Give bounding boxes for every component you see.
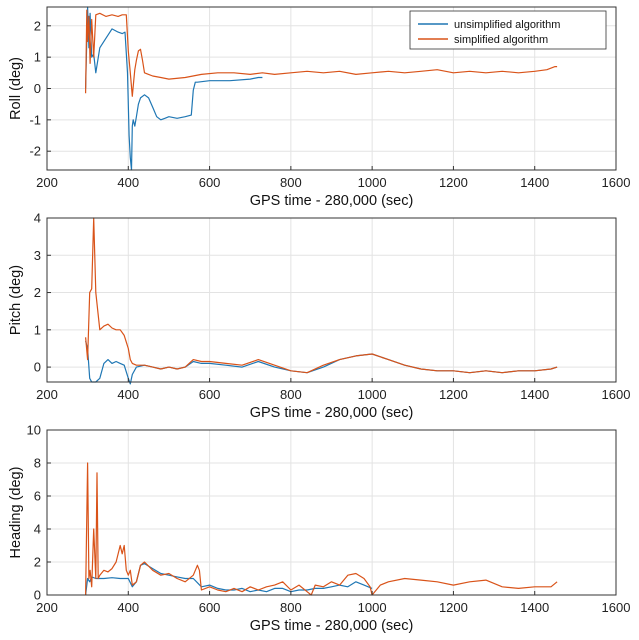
series-line-unsimplified-algorithm [85,562,373,596]
plot-frame [46,429,617,596]
y-tick-label-0: 0 [34,588,41,603]
x-tick-label-400: 400 [117,387,139,402]
x-tick-label-1200: 1200 [439,600,468,615]
x-tick-label-1200: 1200 [439,175,468,190]
x-tick-label-600: 600 [199,175,221,190]
x-tick-label-200: 200 [36,175,58,190]
legend-box [409,10,607,50]
legend: unsimplified algorithm simplified algorit… [409,10,607,50]
plot-frame [46,217,617,383]
x-tick-label-200: 200 [36,387,58,402]
x-axis-label: GPS time - 280,000 (sec) [250,618,414,634]
y-tick-label-4: 4 [34,522,41,537]
grid [46,429,617,596]
y-tick-label-6: 6 [34,489,41,504]
y-tick-label-4: 4 [34,211,41,226]
x-tick-label-1400: 1400 [520,387,549,402]
y-tick-label-1: 1 [34,50,41,65]
x-tick-label-1000: 1000 [358,175,387,190]
legend-label-unsimplified-algorithm: unsimplified algorithm [454,19,560,31]
series-line-simplified-algorithm [85,462,558,596]
y-axis-label: Heading (deg) [8,467,24,559]
y-tick-label-8: 8 [34,456,41,471]
y-tick-label-0: 0 [34,81,41,96]
y-axis-label: Pitch (deg) [8,265,24,335]
x-tick-label-1000: 1000 [358,600,387,615]
y-tick-label-2: 2 [34,285,41,300]
x-tick-label-1600: 1600 [602,387,631,402]
series-line-simplified-algorithm [85,9,558,97]
legend-label-simplified-algorithm: simplified algorithm [454,34,548,46]
series-line-unsimplified-algorithm [85,340,558,385]
y-tick-label-neg2: -2 [29,144,41,159]
grid [46,217,617,382]
x-tick-label-1600: 1600 [602,175,631,190]
y-tick-label-1: 1 [34,322,41,337]
x-tick-label-800: 800 [280,387,302,402]
x-tick-label-200: 200 [36,600,58,615]
x-tick-label-800: 800 [280,600,302,615]
x-axis-label: GPS time - 280,000 (sec) [250,193,414,209]
x-tick-label-600: 600 [199,600,221,615]
x-tick-label-1400: 1400 [520,175,549,190]
x-tick-label-600: 600 [199,387,221,402]
y-tick-label-3: 3 [34,248,41,263]
y-tick-label-2: 2 [34,555,41,570]
x-tick-label-1400: 1400 [520,600,549,615]
y-axis-label: Roll (deg) [8,57,24,120]
x-axis-label: GPS time - 280,000 (sec) [250,405,414,421]
y-tick-label-10: 10 [27,423,41,438]
panel-1: 200 400 600 800 1000 1200 1400 1600 -2 -1 0 1 2 GPS t… [8,6,631,209]
y-tick-label-2: 2 [34,18,41,33]
x-tick-label-1000: 1000 [358,387,387,402]
x-tick-label-1600: 1600 [602,600,631,615]
panel-3: 200 400 600 800 1000 1200 1400 1600 0 2 4 6 8 10 GPS t… [8,423,630,635]
series-line-unsimplified-algorithm [85,6,263,171]
panel-2: 200 400 600 800 1000 1200 1400 1600 0 1 2 3 4 GPS tim… [8,211,630,422]
x-tick-label-400: 400 [117,600,139,615]
x-tick-label-1200: 1200 [439,387,468,402]
x-tick-label-800: 800 [280,175,302,190]
y-tick-label-neg1: -1 [29,112,41,127]
y-tick-label-0: 0 [34,360,41,375]
series-line-simplified-algorithm [85,217,558,374]
x-tick-label-400: 400 [117,175,139,190]
